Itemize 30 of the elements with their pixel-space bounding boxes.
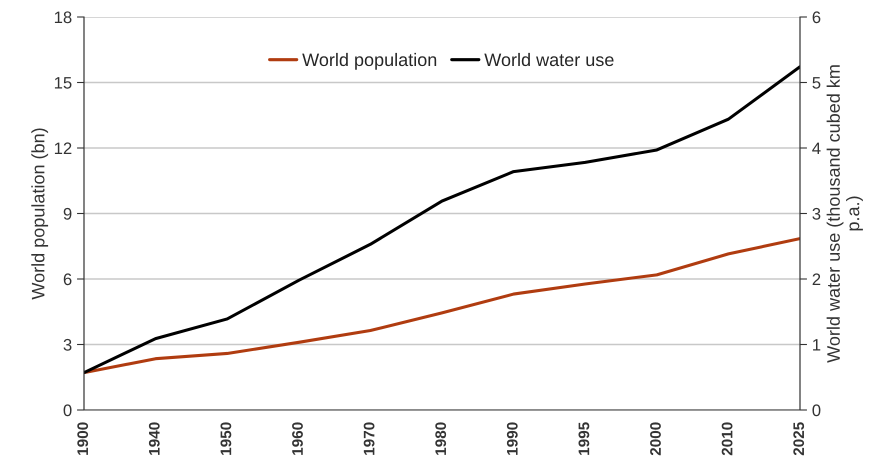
y2-tick-label: 5 — [812, 77, 820, 89]
x-tick-label: 2025 — [793, 422, 804, 456]
y2-axis-title: World water use (thousand cubed km p.a.) — [826, 65, 863, 363]
x-tick-label: 2010 — [722, 422, 732, 456]
y2-tick-label: 0 — [812, 404, 820, 416]
x-tick-label: 1995 — [578, 422, 590, 455]
line-series — [84, 237, 800, 374]
x-tick-label: 1980 — [435, 422, 446, 455]
y-tick-label: 18 — [54, 11, 72, 24]
y-tick-label: 6 — [64, 273, 72, 286]
legend-label: World population — [302, 52, 436, 70]
y2-tick-label: 3 — [812, 208, 820, 220]
y2-tick-label: 6 — [812, 11, 820, 24]
legend-label: World water use — [484, 52, 614, 66]
x-tick-label: 1940 — [148, 422, 160, 455]
x-tick-label: 2000 — [650, 422, 661, 456]
x-tick-label: 1960 — [292, 422, 303, 455]
x-tick-label: 1970 — [364, 422, 374, 455]
y-tick-label: 15 — [54, 77, 72, 89]
y-tick-label: 9 — [64, 208, 72, 220]
x-tick-label: 1950 — [220, 422, 232, 455]
y2-tick-label: 4 — [812, 142, 821, 154]
x-tick-label: 1900 — [77, 422, 88, 455]
y2-tick-label: 2 — [812, 273, 820, 286]
y-tick-label: 12 — [54, 142, 72, 154]
y-tick-label: 3 — [64, 338, 72, 351]
y-tick-label: 0 — [64, 404, 72, 416]
y-axis-title: World population (bn) — [31, 128, 48, 300]
y2-tick-label: 1 — [813, 339, 820, 351]
x-tick-label: 1990 — [506, 422, 518, 455]
